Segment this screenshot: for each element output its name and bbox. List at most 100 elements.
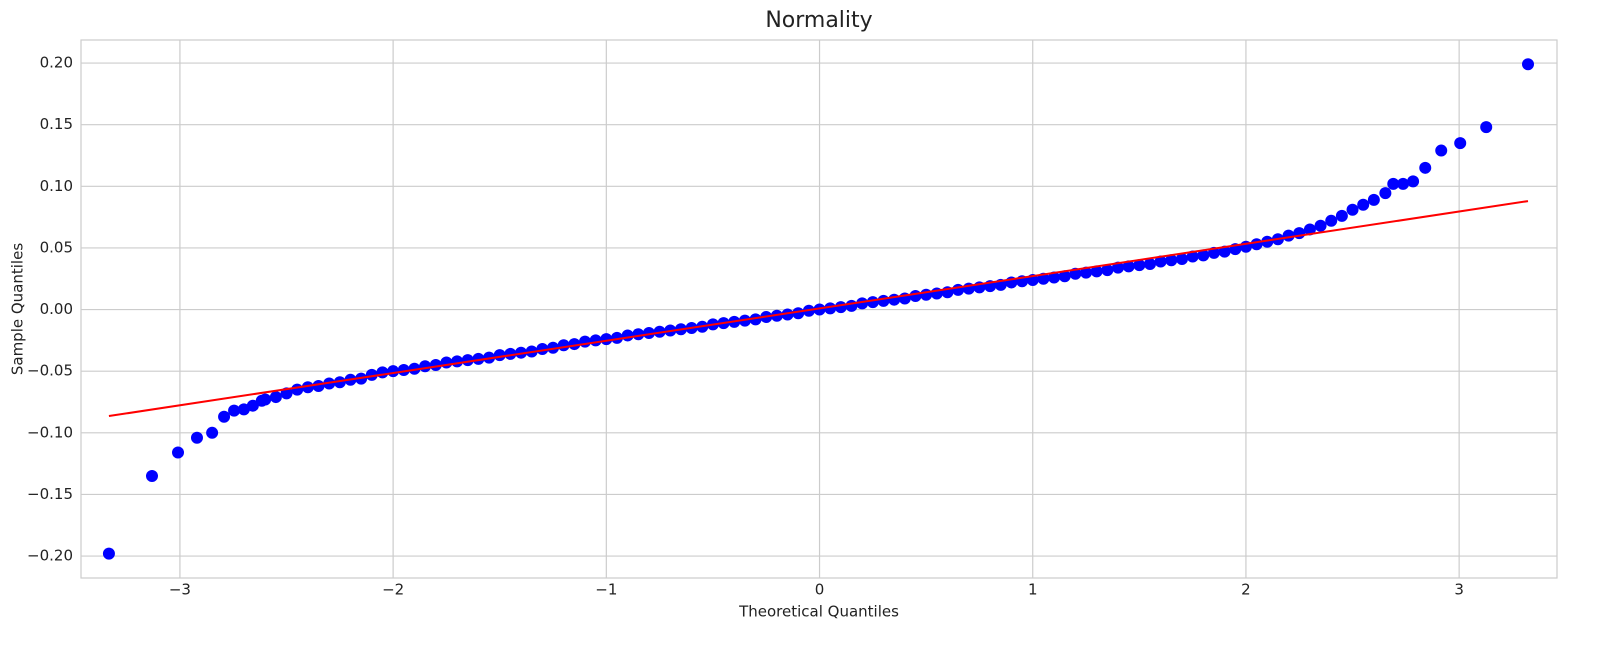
y-tick-label: 0.00	[40, 300, 73, 318]
point	[1048, 271, 1061, 284]
point	[1261, 235, 1274, 248]
point	[920, 288, 933, 301]
x-tick-label: 2	[1241, 581, 1251, 599]
point	[1218, 245, 1231, 258]
point	[547, 341, 560, 354]
point	[866, 296, 879, 309]
point	[218, 410, 231, 423]
y-tick-label: −0.15	[27, 485, 73, 503]
point	[1435, 144, 1448, 157]
point	[813, 303, 826, 316]
point	[824, 302, 837, 315]
point	[1367, 193, 1380, 206]
point	[557, 339, 570, 352]
point	[333, 376, 346, 389]
point	[834, 301, 847, 314]
point	[365, 368, 378, 381]
y-tick-label: −0.10	[27, 423, 73, 441]
point	[1379, 187, 1392, 200]
point	[504, 347, 517, 360]
point	[1303, 223, 1316, 236]
y-tick-label: 0.20	[40, 54, 73, 72]
point	[246, 399, 259, 412]
point	[1154, 255, 1167, 268]
y-tick-label: 0.15	[40, 115, 73, 133]
point	[408, 362, 421, 375]
point	[1419, 161, 1432, 174]
point	[301, 381, 314, 394]
point	[621, 329, 634, 342]
point	[1175, 253, 1188, 266]
point	[451, 355, 464, 368]
point	[1165, 254, 1178, 267]
x-tick-label: 0	[815, 581, 825, 599]
x-axis-label: Theoretical Quantiles	[738, 603, 899, 621]
point	[493, 349, 506, 362]
point	[1080, 266, 1093, 279]
point	[1090, 265, 1103, 278]
x-tick-label: −3	[169, 581, 191, 599]
point	[397, 363, 410, 376]
point	[145, 469, 158, 482]
point	[419, 360, 432, 373]
point	[536, 342, 549, 355]
point	[1522, 58, 1535, 71]
y-tick-label: −0.20	[27, 547, 73, 565]
y-tick-label: 0.05	[40, 238, 73, 256]
x-tick-label: −1	[595, 581, 617, 599]
point	[190, 431, 203, 444]
point	[1133, 259, 1146, 272]
point	[642, 326, 655, 339]
point	[1186, 250, 1199, 263]
point	[1197, 249, 1210, 262]
point	[376, 366, 389, 379]
point	[856, 297, 869, 310]
point	[568, 338, 581, 351]
point	[1314, 219, 1327, 232]
point	[312, 379, 325, 392]
point	[610, 331, 623, 344]
point	[1325, 214, 1338, 227]
point	[1058, 270, 1071, 283]
point	[387, 365, 400, 378]
point	[259, 393, 272, 406]
point	[845, 299, 858, 312]
point	[909, 289, 922, 302]
x-tick-label: −2	[382, 581, 404, 599]
point	[1143, 257, 1156, 270]
point	[472, 352, 485, 365]
point	[1357, 198, 1370, 211]
point	[1397, 177, 1410, 190]
chart-title: Normality	[765, 8, 872, 33]
y-tick-label: −0.05	[27, 362, 73, 380]
x-tick-label: 1	[1028, 581, 1038, 599]
point	[952, 283, 965, 296]
fit-line	[108, 200, 1529, 418]
point	[1387, 177, 1400, 190]
point	[589, 334, 602, 347]
point	[1122, 260, 1135, 273]
point	[172, 446, 185, 459]
point	[579, 335, 592, 348]
point	[1454, 137, 1467, 150]
point	[1346, 203, 1359, 216]
point	[1480, 121, 1493, 134]
point	[206, 426, 219, 439]
point	[781, 308, 794, 321]
point	[1250, 238, 1263, 251]
point	[291, 383, 304, 396]
point	[877, 294, 890, 307]
point	[269, 391, 282, 404]
point	[440, 356, 453, 369]
y-axis-label: Sample Quantiles	[9, 243, 27, 375]
point	[429, 359, 442, 372]
point	[1282, 229, 1295, 242]
point	[749, 313, 762, 326]
point	[1407, 175, 1420, 188]
point	[102, 547, 115, 560]
x-tick-label: 3	[1454, 581, 1464, 599]
point	[632, 328, 645, 341]
point	[228, 404, 241, 417]
